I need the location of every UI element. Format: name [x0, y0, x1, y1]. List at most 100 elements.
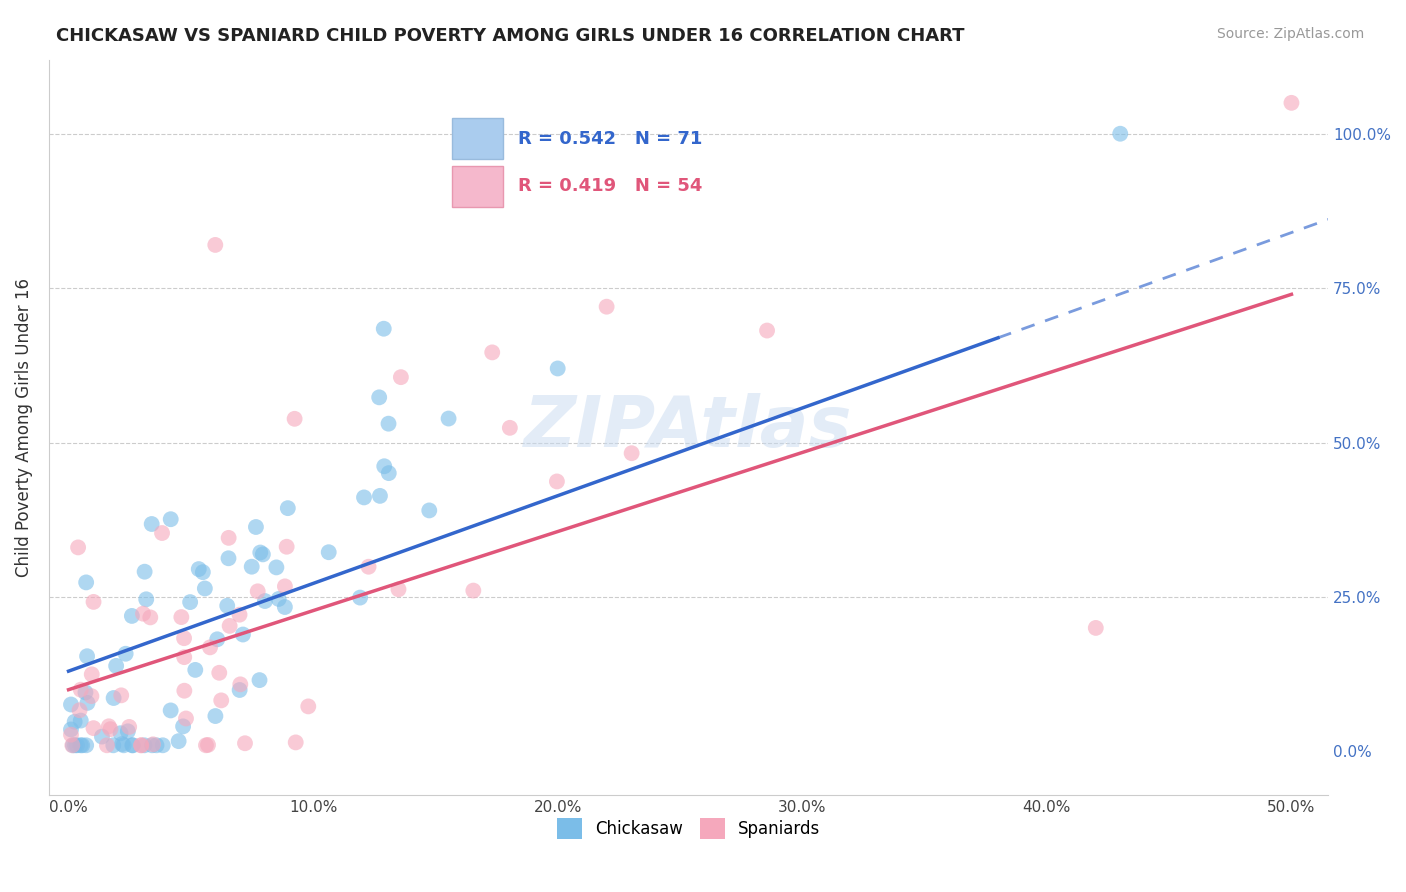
Point — [595, 300, 617, 314]
Point — [284, 735, 307, 749]
Point — [1109, 127, 1132, 141]
Point — [59, 728, 82, 742]
Point — [284, 412, 307, 426]
Point — [59, 723, 82, 737]
Point — [756, 324, 779, 338]
Point — [377, 417, 399, 431]
Point — [75, 575, 97, 590]
Point — [170, 610, 193, 624]
Point — [194, 582, 217, 596]
Point — [187, 562, 209, 576]
Point — [179, 595, 201, 609]
Point — [173, 631, 195, 645]
Point — [252, 547, 274, 561]
Point — [389, 370, 412, 384]
Point — [69, 739, 91, 753]
Point — [117, 724, 139, 739]
Text: CHICKASAW VS SPANIARD CHILD POVERTY AMONG GIRLS UNDER 16 CORRELATION CHART: CHICKASAW VS SPANIARD CHILD POVERTY AMON… — [56, 27, 965, 45]
Point — [191, 565, 214, 579]
Point — [218, 551, 240, 566]
Point — [378, 466, 401, 480]
Point — [173, 650, 195, 665]
Point — [121, 739, 143, 753]
Point — [229, 677, 252, 691]
Point — [75, 739, 97, 753]
Point — [373, 459, 395, 474]
Point — [253, 594, 276, 608]
Point — [135, 592, 157, 607]
Point — [167, 734, 190, 748]
Point — [134, 739, 156, 753]
Point — [97, 719, 120, 733]
Point — [267, 591, 290, 606]
Point — [69, 703, 91, 717]
Point — [118, 720, 141, 734]
Point — [232, 627, 254, 641]
Point — [110, 689, 132, 703]
Point — [349, 591, 371, 605]
Point — [100, 722, 122, 736]
Point — [209, 693, 232, 707]
Point — [195, 739, 218, 753]
Point — [249, 673, 271, 687]
Point — [208, 665, 231, 680]
Point — [121, 739, 143, 753]
Point — [80, 689, 103, 703]
Point — [145, 739, 167, 753]
Point — [69, 714, 91, 728]
Point — [110, 726, 132, 740]
Y-axis label: Child Poverty Among Girls Under 16: Child Poverty Among Girls Under 16 — [15, 277, 32, 576]
Point — [139, 610, 162, 624]
Text: R = 0.542   N = 71: R = 0.542 N = 71 — [519, 129, 703, 147]
Point — [75, 685, 97, 699]
Point — [66, 739, 89, 753]
Point — [1281, 95, 1303, 110]
Point — [1084, 621, 1107, 635]
Point — [277, 501, 299, 516]
Point — [174, 711, 197, 725]
Point — [82, 721, 104, 735]
Point — [184, 663, 207, 677]
Point — [150, 526, 173, 541]
Point — [233, 736, 256, 750]
Point — [418, 503, 440, 517]
Point — [547, 361, 569, 376]
Point — [129, 739, 152, 753]
Point — [63, 714, 86, 729]
Point — [67, 541, 90, 555]
Text: Source: ZipAtlas.com: Source: ZipAtlas.com — [1216, 27, 1364, 41]
Point — [368, 489, 391, 503]
Point — [437, 411, 460, 425]
Point — [63, 739, 86, 753]
Point — [207, 632, 229, 647]
Point — [142, 737, 165, 751]
Point — [297, 699, 319, 714]
Point — [198, 640, 221, 655]
Point — [218, 531, 240, 545]
Point — [76, 649, 98, 664]
Point — [274, 600, 297, 615]
Point — [152, 739, 174, 753]
Point — [240, 559, 263, 574]
Point — [276, 540, 298, 554]
Point — [353, 491, 375, 505]
Point — [91, 730, 114, 744]
Point — [129, 739, 152, 753]
Point — [134, 565, 156, 579]
Point — [546, 475, 568, 489]
Point — [105, 658, 128, 673]
Point — [368, 390, 391, 404]
Point — [172, 719, 194, 733]
Point — [620, 446, 643, 460]
Point — [111, 737, 134, 751]
Point — [197, 738, 219, 752]
Point — [141, 516, 163, 531]
Point — [387, 582, 409, 597]
Point — [141, 739, 163, 753]
Point — [228, 683, 250, 698]
Point — [245, 520, 267, 534]
Point — [249, 545, 271, 559]
Point — [103, 739, 125, 753]
Point — [357, 559, 380, 574]
Text: ZIPAtlas: ZIPAtlas — [524, 392, 853, 462]
